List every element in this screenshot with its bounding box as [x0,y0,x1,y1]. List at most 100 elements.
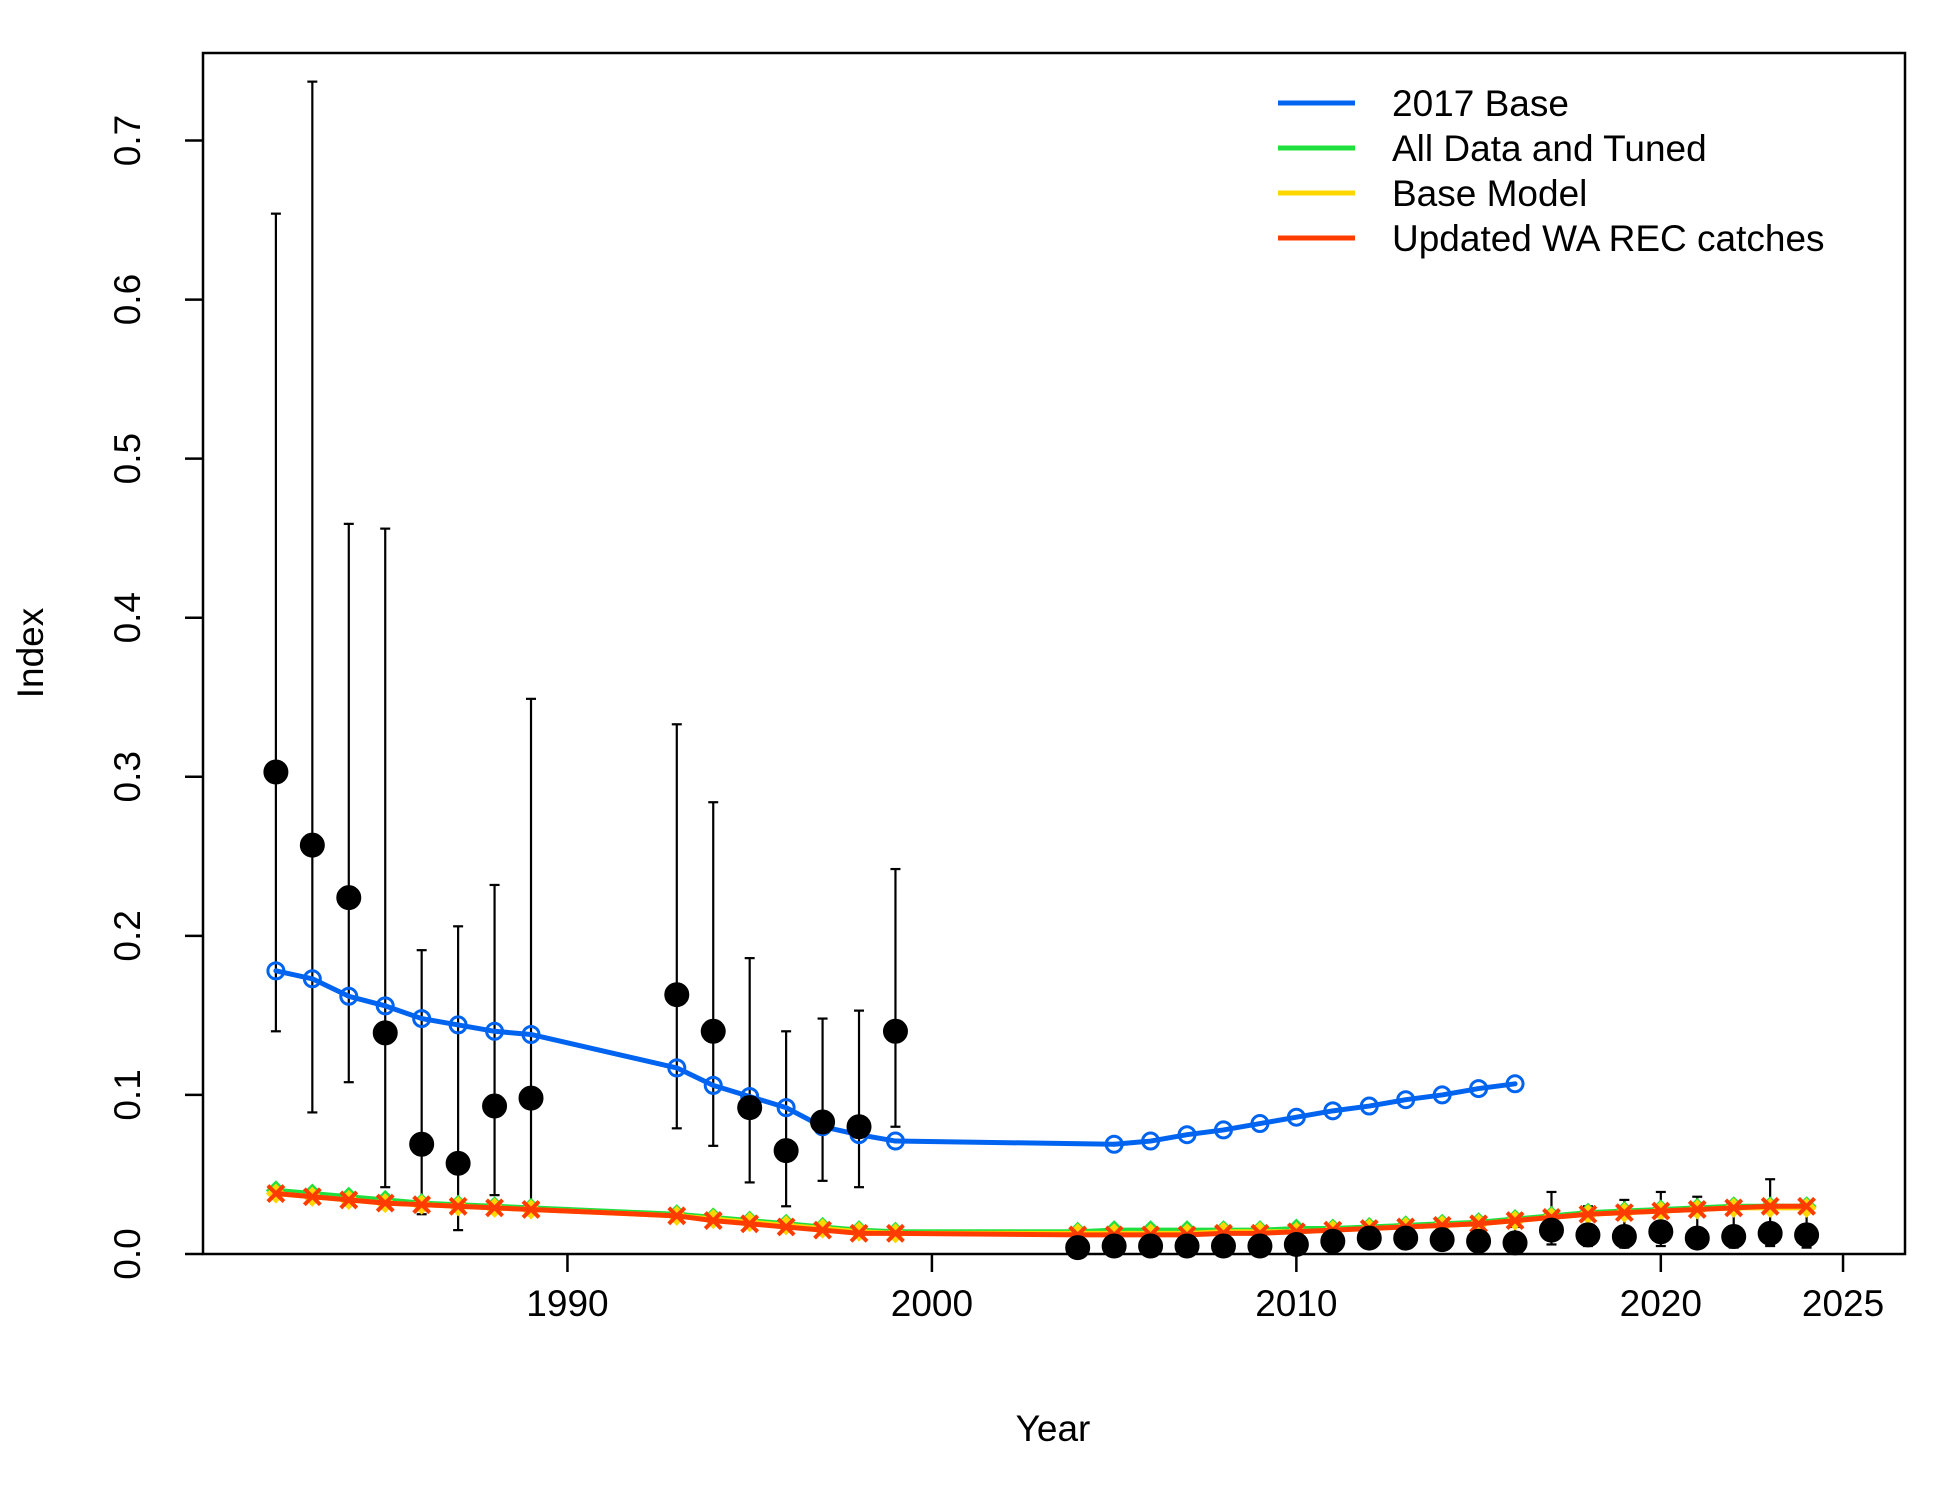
series-point [1651,1201,1671,1221]
series-point [1177,1125,1197,1145]
observed-point [700,1018,726,1044]
series-point [1250,1114,1270,1134]
observed-point [882,1018,908,1044]
observed-point [1648,1219,1674,1245]
series-point [266,961,286,981]
x-tick-label: 1990 [526,1283,608,1324]
observed-point [518,1085,544,1111]
observed-point [1065,1235,1091,1261]
series-point [339,1190,359,1210]
series-line [892,1138,1117,1147]
observed-point [737,1095,763,1121]
observed-point [1466,1228,1492,1254]
y-axis: 0.0 0.1 0.2 0.3 0.4 0.5 0.6 0.7 [107,115,203,1280]
series-point [521,1024,541,1044]
series-point [776,1098,796,1118]
x-tick-label: 2025 [1802,1283,1884,1324]
series-point [740,1214,760,1234]
observed-point [1538,1217,1564,1243]
plot-frame [201,51,1907,1256]
observed-point [1247,1233,1273,1259]
series-point [485,1021,505,1041]
series-point [412,1195,432,1215]
series-point [1687,1200,1707,1219]
series-point [1614,1203,1634,1223]
series-point [1286,1107,1306,1127]
series-point [776,1217,796,1237]
observed-point [1138,1233,1164,1259]
observed-point [482,1093,508,1119]
series-point [1396,1090,1416,1110]
series-point [1760,1196,1780,1216]
series-point [375,1193,395,1213]
series-point [266,1184,286,1203]
x-axis: 1990 2000 2010 2020 2025 [526,1254,1884,1324]
observed-point [1757,1220,1783,1246]
observed-point [1611,1224,1637,1250]
series-point [1141,1131,1161,1151]
observed-point [846,1114,872,1140]
y-tick-label: 0.2 [107,910,148,961]
series-point [302,969,322,989]
legend-label: 2017 Base [1392,83,1569,124]
series-point [375,996,395,1016]
observed-point [664,982,690,1008]
series-point [302,1187,322,1207]
series-point [703,1211,723,1231]
series-point [1797,1196,1817,1216]
x-axis-label: Year [1016,1408,1091,1449]
observed-point [1721,1224,1747,1250]
series-point [667,1206,687,1226]
series-point [485,1198,504,1218]
observed-point [409,1131,435,1157]
observed-point [773,1138,799,1164]
series-point [1578,1204,1598,1224]
observed-point [1429,1227,1455,1253]
series-point [667,1058,687,1078]
legend-label: Base Model [1392,173,1587,214]
y-tick-label: 0.7 [107,115,148,166]
x-tick-label: 2020 [1620,1283,1702,1324]
observed-point [1174,1233,1200,1259]
observed-point [1210,1233,1236,1259]
series-point [885,1131,905,1151]
series-point [1359,1096,1379,1116]
series-point [1104,1134,1124,1154]
series-point [448,1015,468,1035]
observed-point [299,832,325,858]
observed-point [1320,1228,1346,1254]
y-tick-label: 0.0 [107,1228,148,1279]
series-point [1469,1079,1489,1099]
observed-point [263,759,289,785]
observed-point [336,885,362,911]
series-point [1213,1120,1233,1140]
series-point [1323,1101,1343,1121]
series-point [1505,1074,1525,1094]
x-tick-label: 2000 [891,1283,973,1324]
observed-point [1101,1233,1127,1259]
series-point [703,1075,723,1095]
series-line [273,1191,1810,1238]
y-tick-label: 0.1 [107,1069,148,1120]
observed-point [1356,1225,1382,1251]
observed-point [810,1109,836,1135]
legend-label: Updated WA REC catches [1392,218,1825,259]
series-point [849,1223,869,1243]
observed-point [372,1020,398,1046]
series-point [412,1009,432,1029]
observed-point [445,1150,471,1176]
series-point [521,1200,541,1219]
observed-point [1393,1225,1419,1251]
error-bars [270,80,1812,1252]
series-line [1111,1081,1518,1147]
y-tick-label: 0.6 [107,274,148,325]
legend-label: All Data and Tuned [1392,128,1707,169]
y-axis-label: Index [10,607,51,698]
observed-point [1575,1222,1601,1248]
y-tick-label: 0.5 [107,433,148,484]
series-point [448,1196,468,1216]
series-point [813,1220,832,1240]
series-point [1724,1198,1744,1218]
